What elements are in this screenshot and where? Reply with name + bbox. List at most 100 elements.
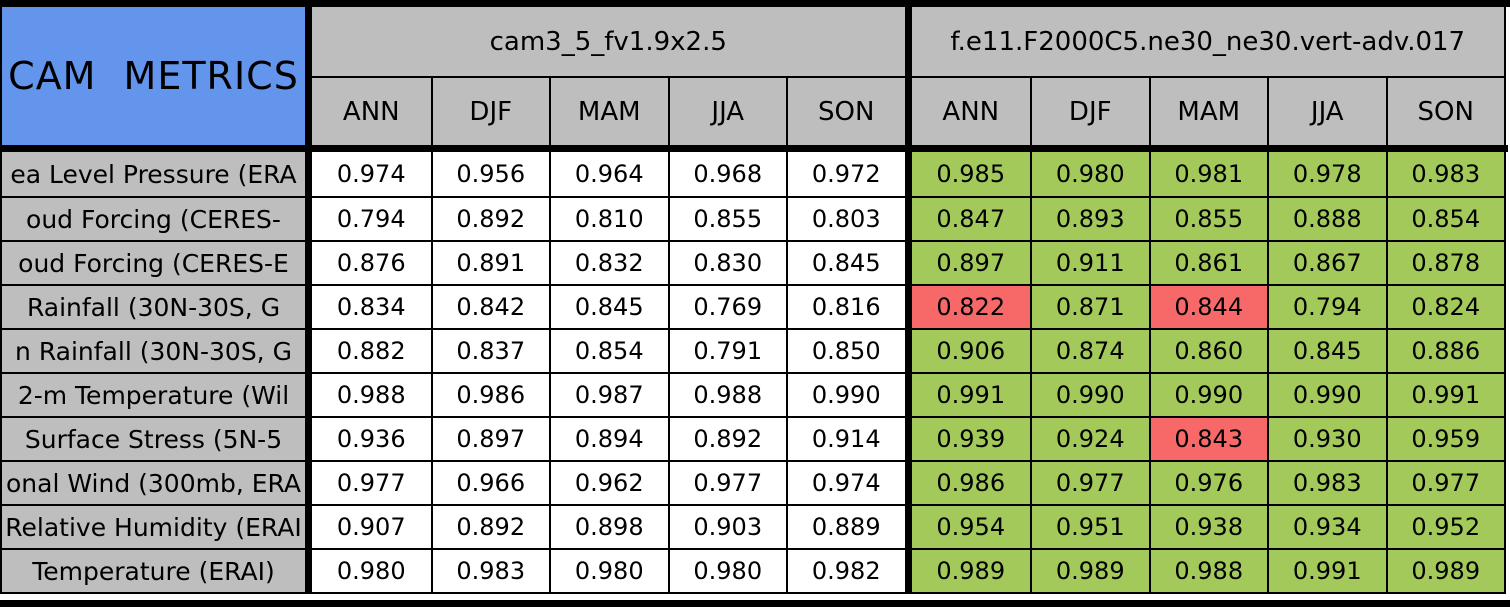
value-cell-reference: 0.983 xyxy=(430,550,549,592)
value-cell-test-good: 0.991 xyxy=(1385,374,1504,416)
value-cell-reference: 0.794 xyxy=(312,198,431,240)
value-cell-reference: 0.892 xyxy=(667,418,786,460)
season-header-djf-group1: DJF xyxy=(430,78,549,145)
value-cell-test-good: 0.989 xyxy=(911,550,1030,592)
metric-label: Surface Stress (5N-5 xyxy=(2,418,305,460)
value-cell-reference: 0.810 xyxy=(549,198,668,240)
value-cell-test-good: 0.893 xyxy=(1030,198,1149,240)
value-cell-test-good: 0.989 xyxy=(1385,550,1504,592)
value-cell-reference: 0.974 xyxy=(312,152,431,196)
value-cell-test-good: 0.985 xyxy=(911,152,1030,196)
value-cell-reference: 0.903 xyxy=(667,506,786,548)
season-header-ann-group2: ANN xyxy=(911,78,1030,145)
value-cell-test-good: 0.983 xyxy=(1267,462,1386,504)
value-cell-test-good: 0.976 xyxy=(1148,462,1267,504)
metric-label: Rainfall (30N-30S, G xyxy=(2,286,305,328)
value-cell-reference: 0.855 xyxy=(667,198,786,240)
metric-row: ea Level Pressure (ERA 0.974 0.956 0.964 0.9… xyxy=(2,152,1504,196)
value-cell-test-good: 0.990 xyxy=(1267,374,1386,416)
header-rule-group2 xyxy=(911,76,1504,78)
metric-label: oud Forcing (CERES- xyxy=(2,198,305,240)
value-cell-reference: 0.936 xyxy=(312,418,431,460)
value-cell-test-good: 0.794 xyxy=(1267,286,1386,328)
divider-group1-group2 xyxy=(904,7,912,145)
value-cell-reference: 0.894 xyxy=(549,418,668,460)
group2-title: f.e11.F2000C5.ne30_ne30.vert-adv.017 xyxy=(911,7,1504,76)
divider-label-group1 xyxy=(305,242,312,284)
value-cell-test-good: 0.959 xyxy=(1385,418,1504,460)
season-header-jja-group2: JJA xyxy=(1267,78,1386,145)
divider-label-group1 xyxy=(305,374,312,416)
value-cell-reference: 0.854 xyxy=(549,330,668,372)
value-cell-test-good: 0.990 xyxy=(1148,374,1267,416)
value-cell-test-good: 0.911 xyxy=(1030,242,1149,284)
value-cell-reference: 0.898 xyxy=(549,506,668,548)
season-header-jja-group1: JJA xyxy=(667,78,786,145)
header-rule-group1 xyxy=(312,76,905,78)
value-cell-reference: 0.816 xyxy=(786,286,905,328)
value-cell-reference: 0.834 xyxy=(312,286,431,328)
divider-group1-group2 xyxy=(904,286,912,328)
divider-label-group1 xyxy=(305,286,312,328)
metric-row: Temperature (ERAI) 0.980 0.983 0.980 0.980 0.… xyxy=(2,548,1504,592)
value-cell-test-bad: 0.843 xyxy=(1148,418,1267,460)
value-cell-test-good: 0.939 xyxy=(911,418,1030,460)
value-cell-reference: 0.889 xyxy=(786,506,905,548)
metrics-table: CAM METRICS cam3_5_fv1.9x2.5 f.e11.F2000… xyxy=(0,7,1508,594)
season-header-son-group2: SON xyxy=(1385,78,1504,145)
value-cell-test-good: 0.977 xyxy=(1385,462,1504,504)
value-cell-test-good: 0.886 xyxy=(1385,330,1504,372)
divider-group1-group2 xyxy=(904,462,912,504)
value-cell-reference: 0.956 xyxy=(430,152,549,196)
value-cell-test-good: 0.986 xyxy=(911,462,1030,504)
value-cell-test-good: 0.934 xyxy=(1267,506,1386,548)
value-cell-test-bad: 0.844 xyxy=(1148,286,1267,328)
value-cell-test-good: 0.861 xyxy=(1148,242,1267,284)
value-cell-reference: 0.986 xyxy=(430,374,549,416)
metric-label: ea Level Pressure (ERA xyxy=(2,152,305,196)
value-cell-test-good: 0.860 xyxy=(1148,330,1267,372)
metric-row: Surface Stress (5N-5 0.936 0.897 0.894 0.892… xyxy=(2,416,1504,460)
value-cell-test-good: 0.847 xyxy=(911,198,1030,240)
metric-row: oud Forcing (CERES- 0.794 0.892 0.810 0.855 0… xyxy=(2,196,1504,240)
value-cell-reference: 0.988 xyxy=(312,374,431,416)
season-header-djf-group2: DJF xyxy=(1030,78,1149,145)
metric-label: n Rainfall (30N-30S, G xyxy=(2,330,305,372)
value-cell-reference: 0.977 xyxy=(312,462,431,504)
season-header-ann-group1: ANN xyxy=(312,78,431,145)
season-header-mam-group2: MAM xyxy=(1148,78,1267,145)
value-cell-test-good: 0.874 xyxy=(1030,330,1149,372)
value-cell-reference: 0.769 xyxy=(667,286,786,328)
value-cell-reference: 0.850 xyxy=(786,330,905,372)
season-header-son-group1: SON xyxy=(786,78,905,145)
value-cell-test-good: 0.897 xyxy=(911,242,1030,284)
value-cell-reference: 0.876 xyxy=(312,242,431,284)
value-cell-test-good: 0.824 xyxy=(1385,286,1504,328)
header-body-separator xyxy=(2,145,1508,152)
value-cell-test-good: 0.952 xyxy=(1385,506,1504,548)
value-cell-reference: 0.882 xyxy=(312,330,431,372)
divider-label-group1 xyxy=(305,152,312,196)
metric-label: Relative Humidity (ERAI xyxy=(2,506,305,548)
value-cell-reference: 0.803 xyxy=(786,198,905,240)
value-cell-reference: 0.966 xyxy=(430,462,549,504)
value-cell-reference: 0.907 xyxy=(312,506,431,548)
value-cell-reference: 0.892 xyxy=(430,506,549,548)
metric-row: n Rainfall (30N-30S, G 0.882 0.837 0.854 0.7… xyxy=(2,328,1504,372)
season-header-mam-group1: MAM xyxy=(549,78,668,145)
value-cell-test-good: 0.990 xyxy=(1030,374,1149,416)
metric-row: onal Wind (300mb, ERA 0.977 0.966 0.962 0.97… xyxy=(2,460,1504,504)
divider-label-group1 xyxy=(305,418,312,460)
table-bottom-border xyxy=(0,600,1510,607)
value-cell-test-good: 0.977 xyxy=(1030,462,1149,504)
corner-cell-title: CAM METRICS xyxy=(2,7,305,145)
value-cell-test-bad: 0.822 xyxy=(911,286,1030,328)
value-cell-test-good: 0.980 xyxy=(1030,152,1149,196)
value-cell-test-good: 0.981 xyxy=(1148,152,1267,196)
divider-label-group1 xyxy=(305,7,312,145)
metric-label: onal Wind (300mb, ERA xyxy=(2,462,305,504)
value-cell-test-good: 0.906 xyxy=(911,330,1030,372)
value-cell-reference: 0.968 xyxy=(667,152,786,196)
divider-label-group1 xyxy=(305,550,312,592)
